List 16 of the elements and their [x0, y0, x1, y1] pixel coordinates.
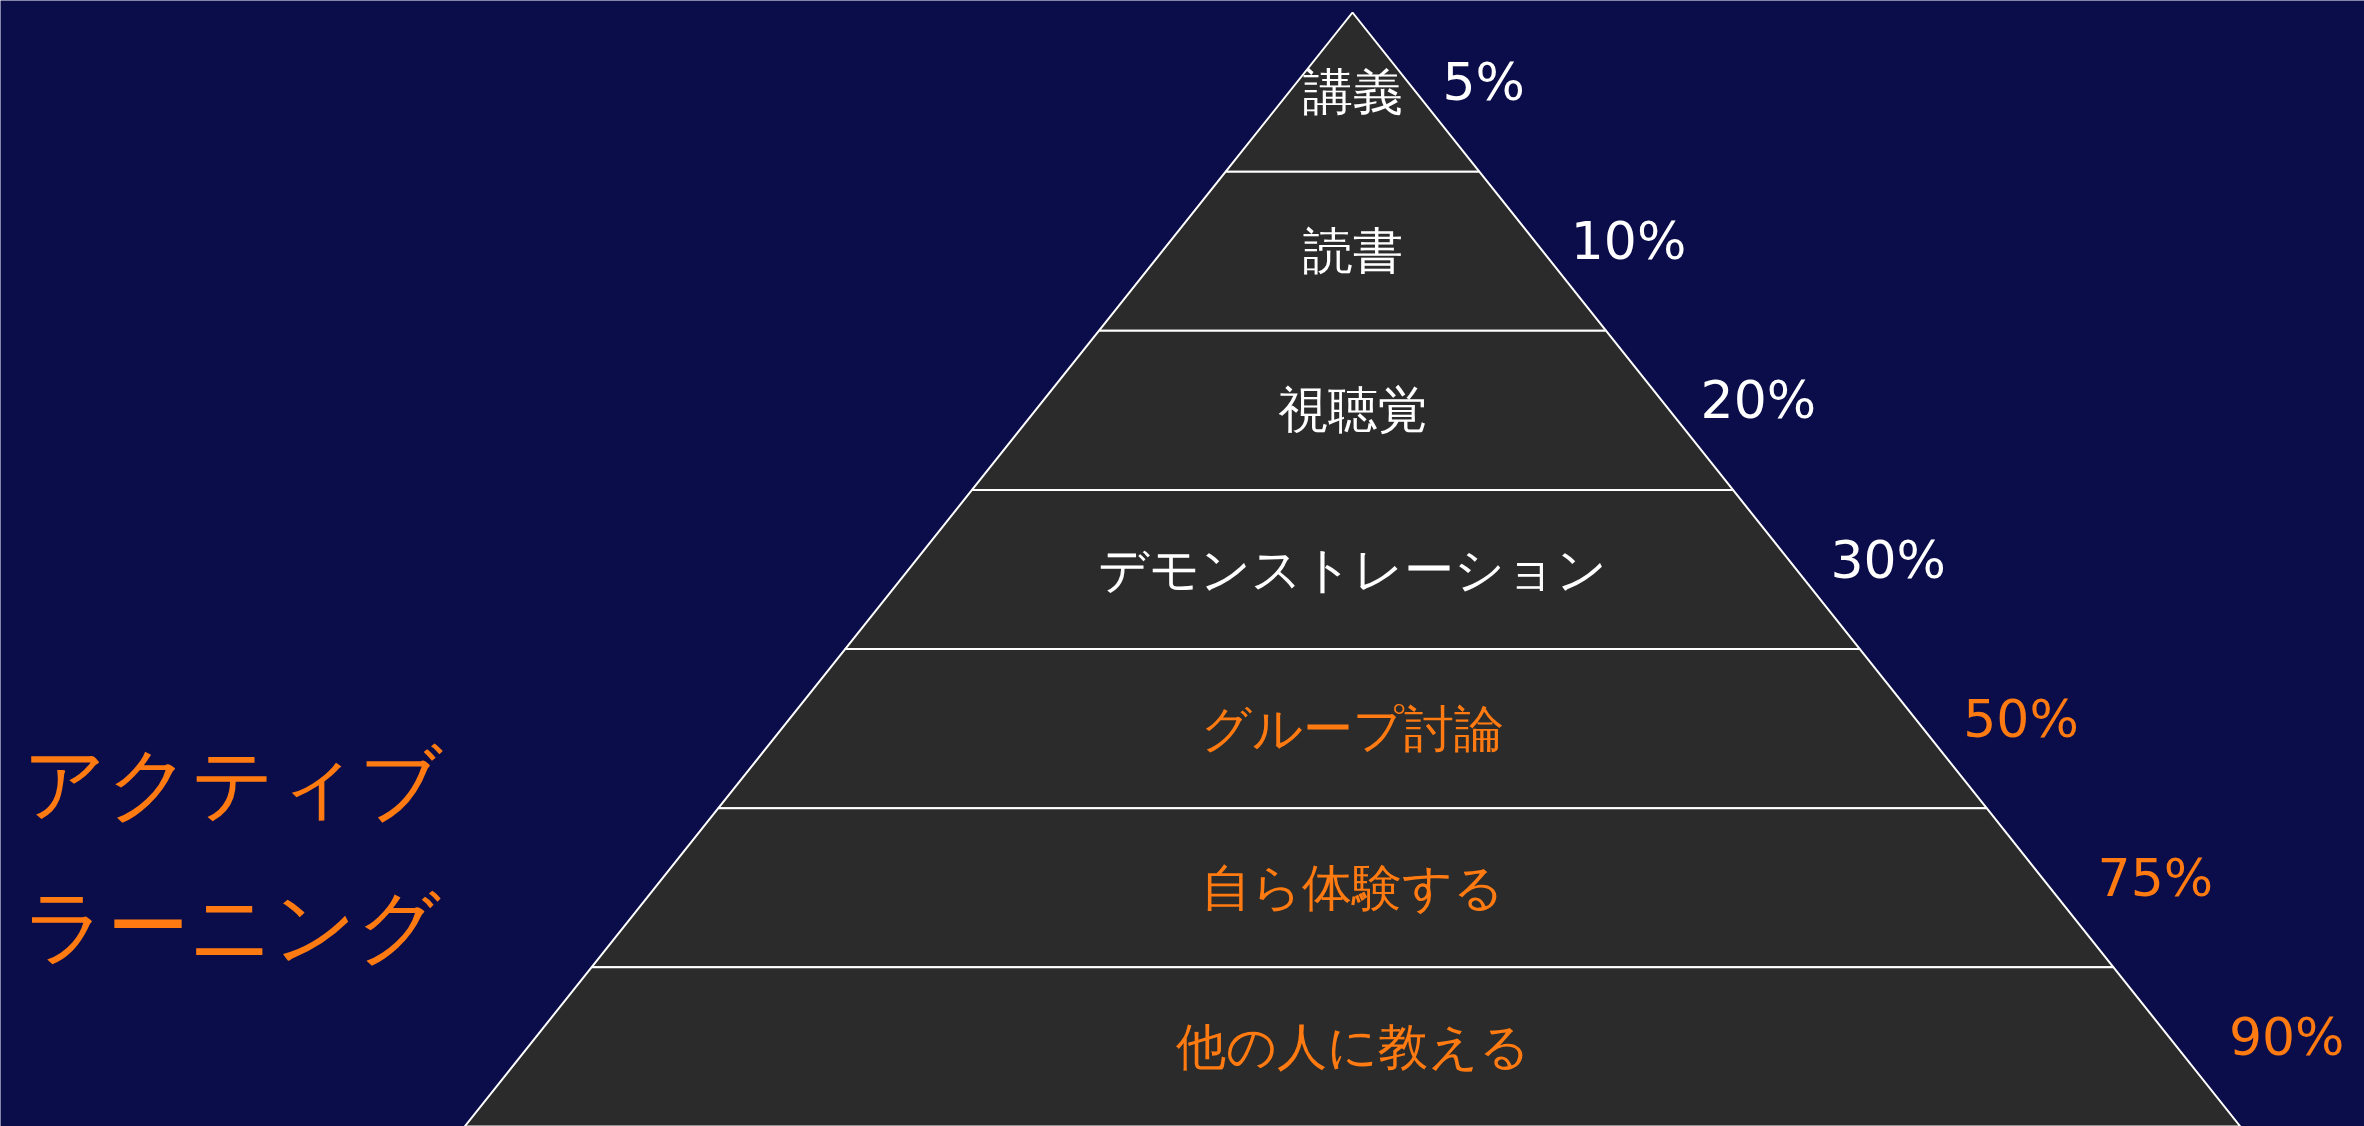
data-label: 20%: [1700, 370, 1817, 431]
data-label: 75%: [2097, 847, 2214, 908]
category-label: グループ討論: [1201, 699, 1504, 758]
category-label: 読書: [1302, 222, 1403, 281]
category-label: 他の人に教える: [1175, 1017, 1530, 1076]
data-label: 30%: [1830, 529, 1947, 590]
data-label: 90%: [2228, 1006, 2345, 1067]
data-label: 10%: [1570, 211, 1687, 272]
category-label: 講義: [1302, 63, 1403, 122]
data-label: 5%: [1442, 52, 1525, 113]
text: ラーニング: [22, 878, 441, 974]
category-label: 自ら体験する: [1201, 858, 1504, 917]
data-label: 50%: [1963, 688, 2079, 749]
category-label: 視聴覚: [1277, 381, 1428, 440]
text: アクティブ: [22, 735, 443, 831]
category-label: デモンストレーション: [1098, 540, 1607, 599]
